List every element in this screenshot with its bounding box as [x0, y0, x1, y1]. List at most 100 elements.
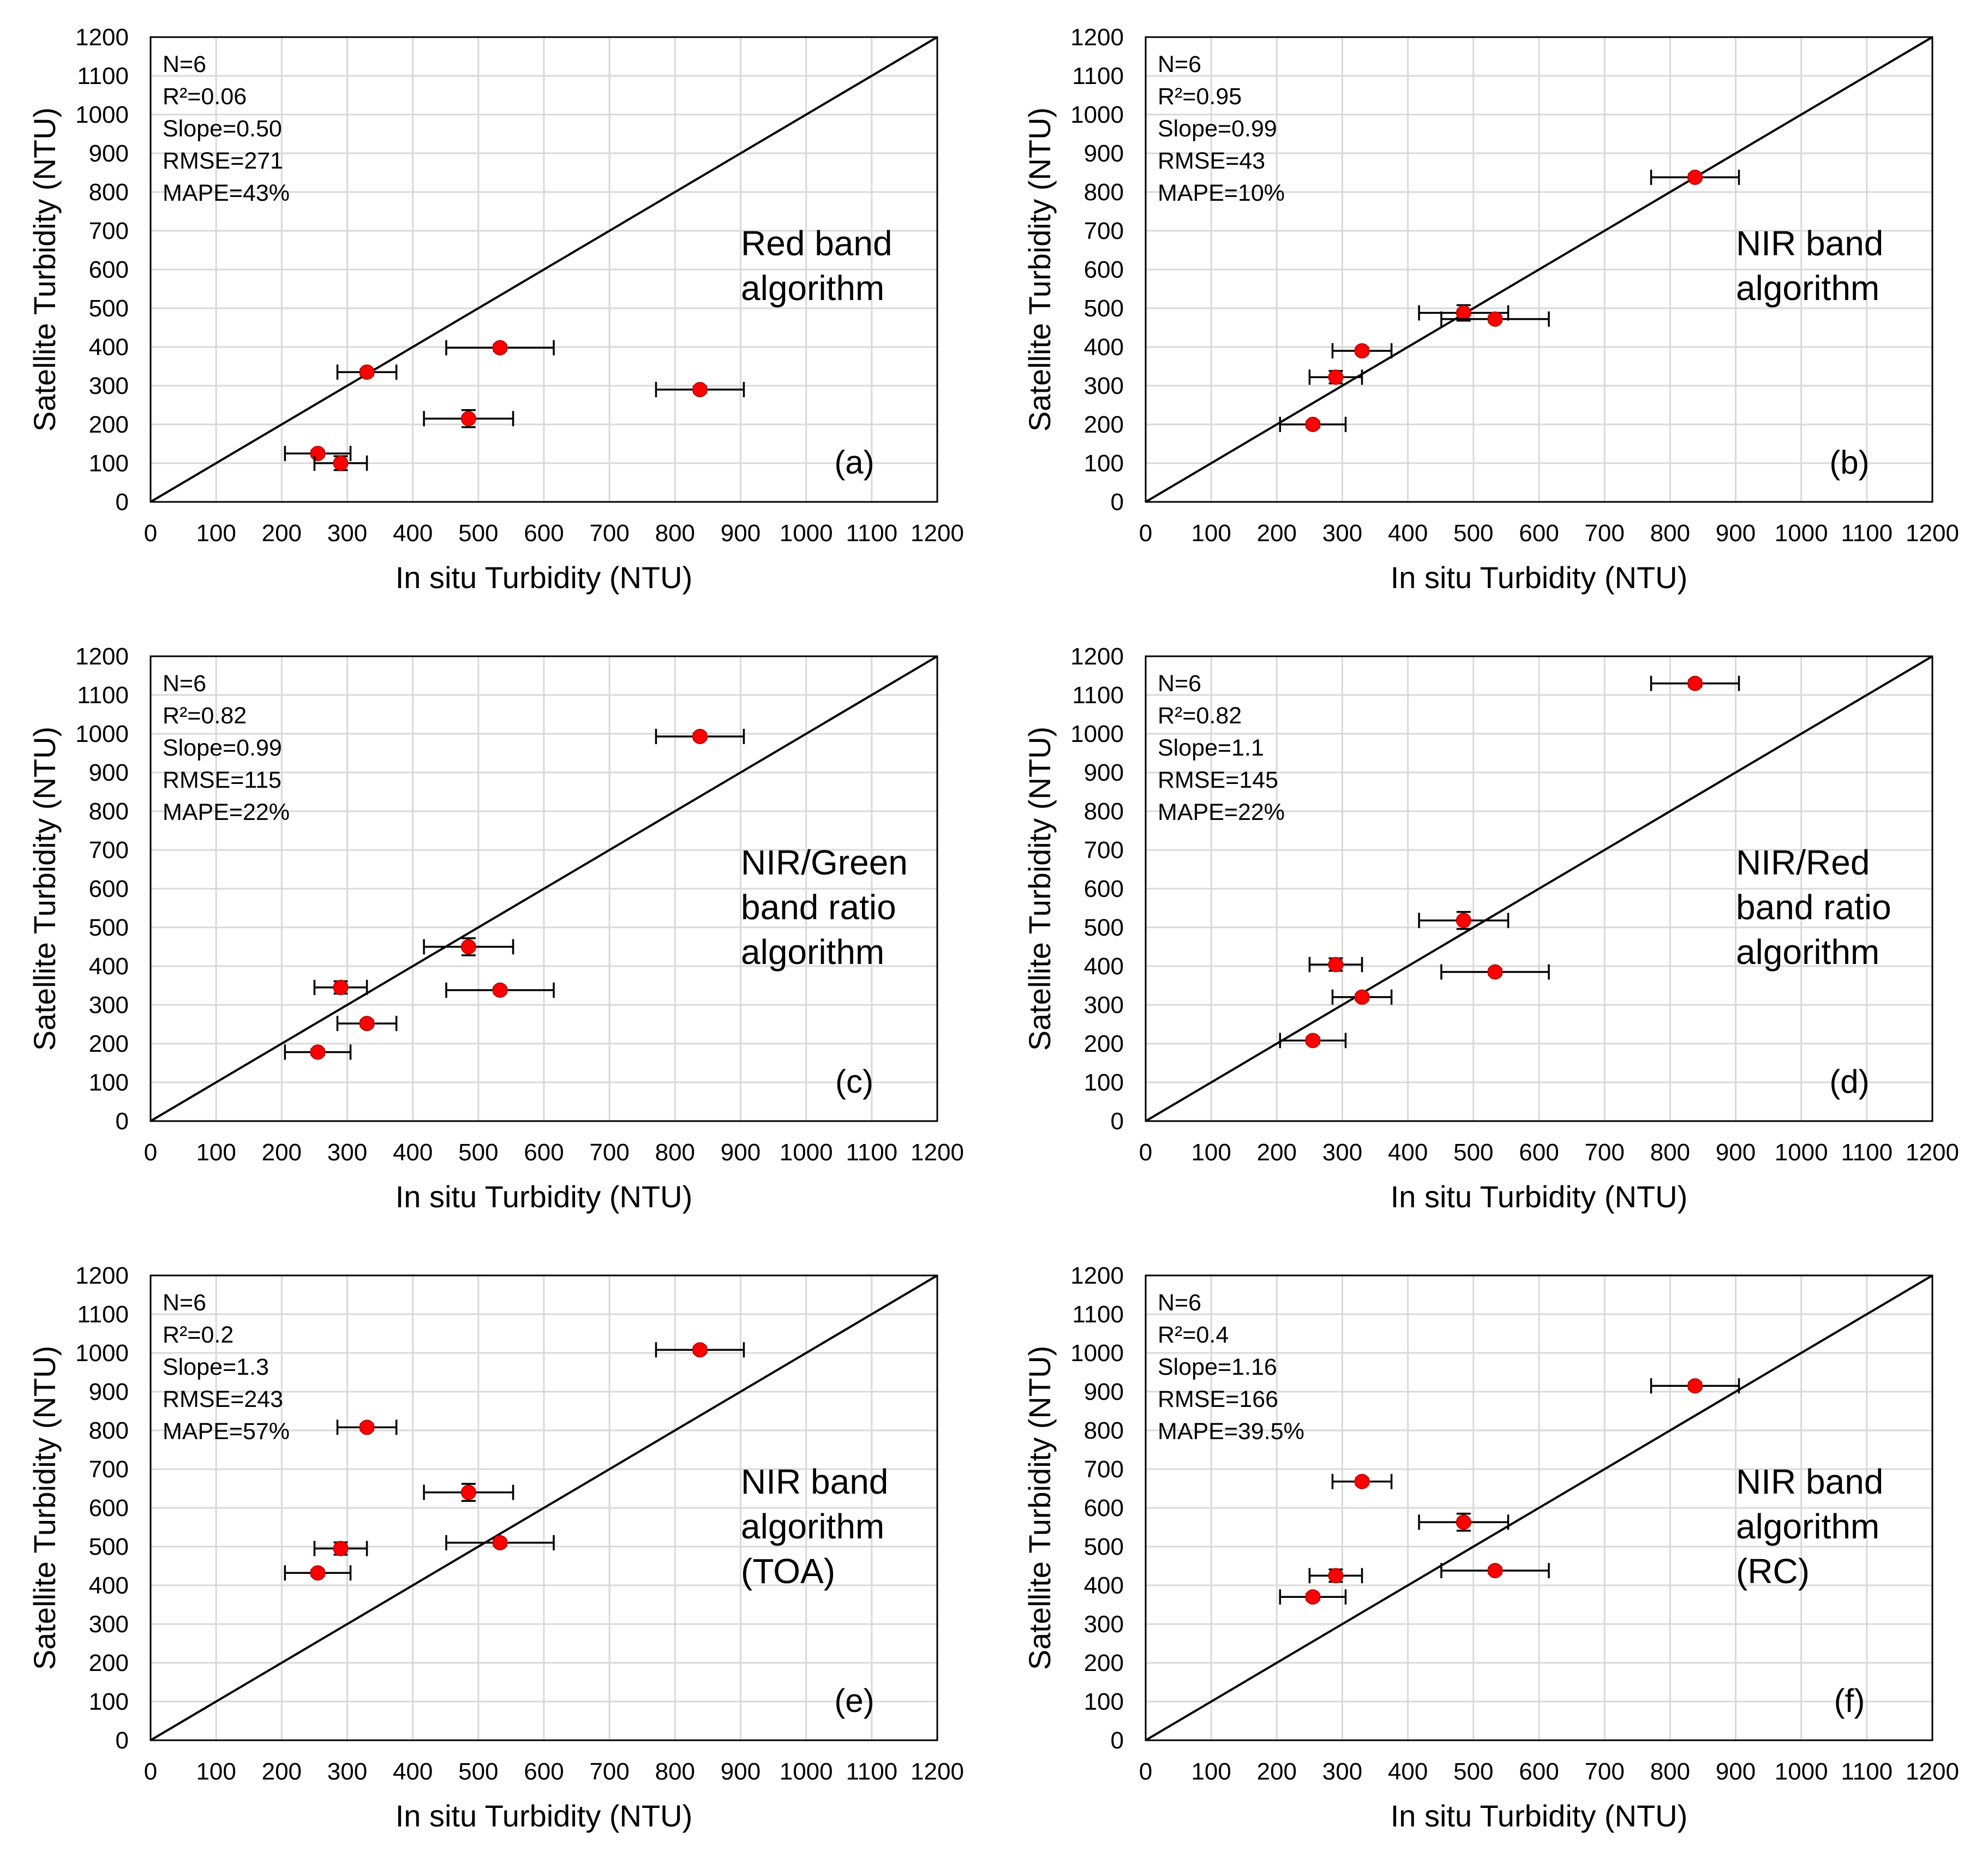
data-point	[359, 1016, 375, 1032]
algorithm-label-line: algorithm	[1736, 1507, 1879, 1546]
stats-line: N=6	[1158, 51, 1201, 77]
y-tick-label: 800	[1084, 1417, 1124, 1444]
x-tick-label: 200	[262, 1758, 302, 1785]
algorithm-label-line: NIR/Red	[1736, 843, 1870, 882]
y-tick-label: 1000	[1070, 1340, 1124, 1367]
x-tick-label: 0	[1139, 520, 1152, 547]
data-point-group	[1650, 170, 1740, 185]
y-tick-label: 1000	[75, 101, 129, 128]
y-tick-label: 400	[1084, 334, 1124, 361]
data-point	[1687, 675, 1703, 691]
y-tick-label: 600	[1084, 1495, 1124, 1521]
data-point	[460, 939, 476, 955]
stats-line: MAPE=57%	[163, 1418, 290, 1445]
y-tick-label: 0	[116, 1108, 129, 1135]
x-tick-label: 500	[458, 1139, 498, 1166]
data-point-group	[655, 382, 745, 398]
x-tick-label: 1000	[1775, 520, 1828, 547]
x-axis-title: In situ Turbidity (NTU)	[1391, 560, 1688, 595]
data-point	[460, 1484, 476, 1500]
y-tick-label: 200	[1084, 1650, 1124, 1676]
x-tick-label: 300	[327, 1758, 367, 1785]
panel-letter: (d)	[1829, 1063, 1869, 1100]
y-tick-label: 900	[89, 759, 129, 786]
x-tick-label: 200	[1257, 1139, 1297, 1166]
x-tick-label: 1100	[1841, 520, 1893, 547]
x-tick-label: 300	[327, 520, 367, 547]
x-tick-label: 500	[1453, 520, 1493, 547]
data-point	[492, 1535, 508, 1550]
x-tick-label: 800	[655, 520, 695, 547]
data-point-group	[1331, 1473, 1393, 1489]
x-tick-label: 900	[721, 520, 761, 547]
x-axis-title: In situ Turbidity (NTU)	[1391, 1179, 1688, 1214]
x-tick-label: 900	[1716, 1758, 1756, 1785]
stats-line: MAPE=43%	[163, 180, 290, 206]
data-point-group	[1440, 311, 1550, 327]
x-tick-label: 1200	[911, 1758, 964, 1785]
y-tick-label: 500	[1084, 1533, 1124, 1560]
y-tick-label: 600	[89, 876, 129, 902]
y-tick-label: 500	[1084, 914, 1124, 941]
x-tick-label: 600	[524, 1139, 564, 1166]
data-point	[1687, 170, 1703, 185]
data-point-group	[423, 409, 514, 428]
data-point-group	[423, 937, 514, 956]
y-tick-label: 100	[89, 1069, 129, 1096]
y-tick-label: 500	[1084, 295, 1124, 322]
one-to-one-line	[1145, 1274, 1933, 1741]
y-tick-label: 300	[89, 992, 129, 1019]
panel-letter: (b)	[1829, 444, 1869, 481]
x-tick-label: 1000	[1775, 1758, 1828, 1785]
x-tick-label: 1000	[780, 1758, 833, 1785]
y-tick-label: 200	[1084, 411, 1124, 438]
data-point	[492, 983, 508, 998]
data-point	[359, 1419, 375, 1435]
stats-line: N=6	[1158, 670, 1201, 697]
algorithm-label-line: algorithm	[741, 932, 884, 972]
y-tick-label: 1200	[75, 643, 129, 670]
y-tick-label: 900	[89, 140, 129, 167]
x-tick-label: 1200	[1906, 1758, 1959, 1785]
x-axis-title: In situ Turbidity (NTU)	[396, 560, 693, 595]
x-tick-label: 1100	[846, 1139, 898, 1166]
data-point	[333, 980, 349, 996]
stats-line: RMSE=271	[163, 148, 283, 174]
plot-frame	[1145, 655, 1933, 1122]
gridlines	[1146, 655, 1933, 1121]
x-tick-label: 200	[1257, 1758, 1297, 1785]
x-tick-label: 400	[1388, 1139, 1428, 1166]
x-tick-label: 100	[196, 1139, 236, 1166]
x-tick-label: 100	[1191, 520, 1231, 547]
x-tick-label: 900	[1716, 520, 1756, 547]
y-tick-label: 400	[89, 334, 129, 361]
x-tick-label: 900	[721, 1139, 761, 1166]
x-tick-label: 400	[393, 1758, 433, 1785]
data-point	[1687, 1378, 1703, 1394]
scatter-panel: 0 100 200 300 400 500 600 700 800 900 1000 1100 1200…	[1022, 643, 1959, 1214]
y-tick-label: 700	[89, 1456, 129, 1483]
plot-frame	[149, 655, 938, 1122]
y-tick-label: 400	[89, 1572, 129, 1599]
scatter-panel: 0 100 200 300 400 500 600 700 800 900 1000 1100 1200…	[27, 643, 964, 1214]
data-point	[460, 411, 476, 427]
y-tick-label: 400	[89, 953, 129, 980]
data-point-group	[655, 1342, 745, 1358]
data-point	[1354, 1473, 1370, 1489]
x-tick-label: 300	[1322, 520, 1362, 547]
stats-line: R²=0.2	[163, 1322, 233, 1348]
data-point	[1354, 343, 1370, 359]
algorithm-label-line: algorithm	[741, 268, 884, 308]
x-tick-label: 900	[1716, 1139, 1756, 1166]
data-point	[1305, 1589, 1321, 1605]
y-tick-label: 300	[89, 373, 129, 399]
y-tick-label: 300	[1084, 373, 1124, 399]
data-point-group	[284, 1044, 352, 1060]
y-tick-label: 800	[1084, 179, 1124, 206]
data-point	[1305, 1033, 1321, 1049]
algorithm-label-line: NIR band	[1736, 224, 1883, 263]
x-tick-label: 500	[458, 520, 498, 547]
y-tick-label: 200	[89, 411, 129, 438]
stats-line: MAPE=22%	[163, 799, 290, 825]
data-point-group	[655, 728, 745, 744]
